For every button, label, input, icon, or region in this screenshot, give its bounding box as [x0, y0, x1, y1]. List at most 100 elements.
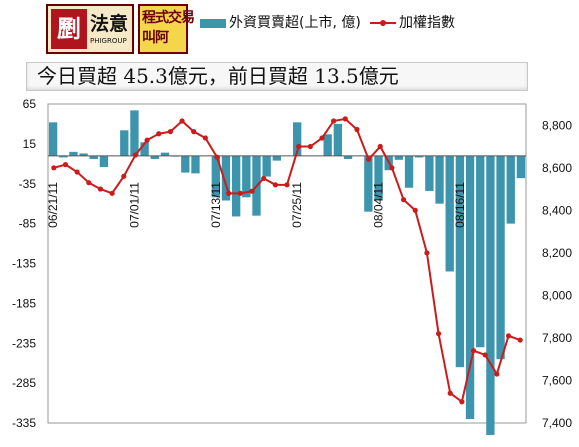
bar [191, 155, 200, 174]
y-right-tick-label: 8,200 [542, 246, 572, 260]
x-tick-label: 07/25/11 [290, 182, 304, 228]
bar [516, 155, 526, 179]
x-tick-label: 06/21/11 [46, 182, 60, 228]
plot-area [47, 103, 527, 424]
bar [262, 155, 271, 177]
bar [506, 155, 515, 224]
bar [150, 155, 159, 160]
bar [404, 155, 414, 188]
bar [323, 134, 332, 156]
index-point [226, 190, 232, 196]
y-left-tick-label: -235 [12, 336, 36, 350]
bar [221, 155, 231, 201]
index-point [470, 348, 477, 354]
bar [415, 155, 424, 158]
index-point [109, 190, 115, 196]
bar [435, 155, 444, 204]
index-point [447, 390, 453, 396]
bar [465, 155, 475, 420]
bar [272, 155, 281, 161]
index-point [482, 352, 488, 358]
program-trading-logo-text: 程式交易 叫阿 [142, 10, 195, 46]
bar [343, 155, 353, 160]
index-point [505, 333, 512, 339]
x-tick-label: 08/04/11 [372, 182, 386, 228]
bar [140, 142, 149, 156]
index-point [319, 135, 325, 141]
index-point [51, 165, 57, 171]
bar [496, 155, 505, 360]
index-point [459, 399, 465, 405]
bar [242, 155, 251, 198]
y-right-tick-label: 8,000 [542, 288, 572, 302]
index-point [494, 371, 500, 377]
legend-line-swatch [370, 20, 396, 26]
legend-bar-swatch [200, 18, 226, 28]
y-right-tick-label: 7,600 [542, 373, 572, 387]
x-tick-label: 07/13/11 [209, 182, 223, 228]
bar [160, 152, 170, 156]
index-point [296, 143, 302, 150]
phigroup-logo: 𠠝 法意 PHIGROUP [46, 4, 134, 54]
bar [130, 110, 139, 156]
bar [69, 151, 78, 156]
bar [181, 155, 190, 173]
index-point [144, 137, 150, 143]
index-point [191, 129, 197, 135]
program-trading-logo: 程式交易 叫阿 [138, 4, 195, 54]
bar [476, 155, 485, 348]
index-point [97, 186, 104, 192]
y-left-tick-label: 15 [23, 137, 37, 151]
index-point [424, 250, 430, 256]
index-point [284, 182, 290, 188]
index-point [517, 337, 523, 343]
index-point [86, 180, 92, 186]
index-point [261, 175, 267, 182]
y-left-tick-label: -85 [19, 217, 37, 231]
y-right-tick-label: 8,400 [542, 203, 572, 217]
legend-line-label: 加權指數 [399, 15, 455, 31]
bar [231, 155, 241, 217]
index-point [400, 197, 407, 203]
bar [120, 130, 129, 156]
index-point [202, 135, 208, 141]
index-point [366, 156, 372, 162]
bar [48, 122, 58, 156]
y-left-tick-label: -35 [19, 177, 37, 191]
index-point [389, 165, 395, 171]
legend-line-entry: 加權指數 [370, 12, 455, 32]
index-point [354, 126, 360, 133]
y-left-tick-label: -285 [12, 376, 36, 390]
index-point [167, 129, 174, 135]
index-point [412, 207, 418, 213]
index-point [237, 190, 243, 196]
logo-subtitle: PHIGROUP [90, 37, 127, 45]
index-point [342, 116, 348, 122]
y-left-tick-label: -185 [12, 296, 36, 310]
index-point [132, 152, 139, 158]
bar [445, 155, 454, 272]
logo-title: 法意 [90, 13, 129, 35]
index-point [435, 331, 442, 337]
y-right-tick-label: 8,600 [542, 161, 572, 175]
bar [59, 155, 68, 158]
y-right-tick-label: 8,800 [542, 118, 572, 132]
logo-mark: 𠠝 [51, 9, 87, 49]
bar [374, 155, 383, 201]
index-point [272, 182, 278, 188]
bar [425, 155, 434, 191]
y-left-tick-label: -135 [12, 257, 36, 271]
index-point [156, 131, 162, 137]
y-left-tick-label: -335 [12, 416, 36, 430]
index-point [74, 169, 80, 175]
bar [455, 155, 465, 368]
index-point [121, 173, 127, 179]
bar [293, 122, 302, 156]
bar [394, 155, 404, 160]
index-point [307, 143, 313, 150]
bar [364, 155, 373, 212]
index-point [62, 162, 69, 168]
bar [89, 155, 98, 160]
